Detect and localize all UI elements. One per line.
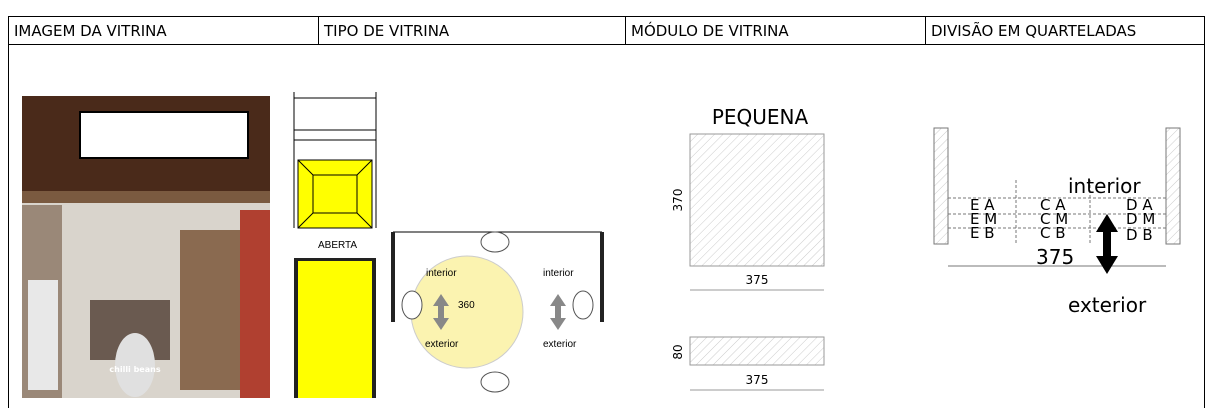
rotation-angle: 360 <box>458 300 475 311</box>
table-frame <box>8 16 1205 408</box>
module-title: PEQUENA <box>712 105 809 129</box>
division-dimension: 375 <box>1036 245 1074 269</box>
module-dimension: 370 <box>671 189 685 212</box>
vitrine-label: ABERTA <box>318 240 357 251</box>
store-photo: chilli beans <box>22 96 270 398</box>
rotation-label: interior <box>543 268 574 279</box>
vitrine-type <box>293 92 377 398</box>
division-cell: D A <box>1126 196 1153 214</box>
division-cell: C A <box>1040 196 1066 214</box>
division-cell: E B <box>970 224 995 242</box>
division-cell: E M <box>970 210 997 228</box>
rotation-label: interior <box>426 268 457 279</box>
module-dimension: 80 <box>671 344 685 359</box>
division-cell: C M <box>1040 210 1068 228</box>
header-cell: TIPO DE VITRINA <box>323 22 450 40</box>
module-dimension: 375 <box>746 373 769 387</box>
division-label: exterior <box>1068 293 1147 317</box>
rotation-label: exterior <box>425 339 459 350</box>
rotation-diagram <box>391 231 604 393</box>
module-dimension: 375 <box>746 273 769 287</box>
division-diagram <box>933 127 1181 274</box>
division-label: interior <box>1068 174 1141 198</box>
header-cell: MÓDULO DE VITRINA <box>631 21 789 40</box>
photo-logo: chilli beans <box>109 365 160 374</box>
rotation-label: exterior <box>543 339 577 350</box>
division-cell: E A <box>970 196 995 214</box>
division-cell: D B <box>1126 226 1153 244</box>
division-cell: C B <box>1040 224 1066 242</box>
division-cell: D M <box>1126 210 1155 228</box>
header-cell: IMAGEM DA VITRINA <box>14 22 167 40</box>
module-diagram <box>689 133 825 391</box>
header-cell: DIVISÃO EM QUARTELADAS <box>931 21 1136 40</box>
